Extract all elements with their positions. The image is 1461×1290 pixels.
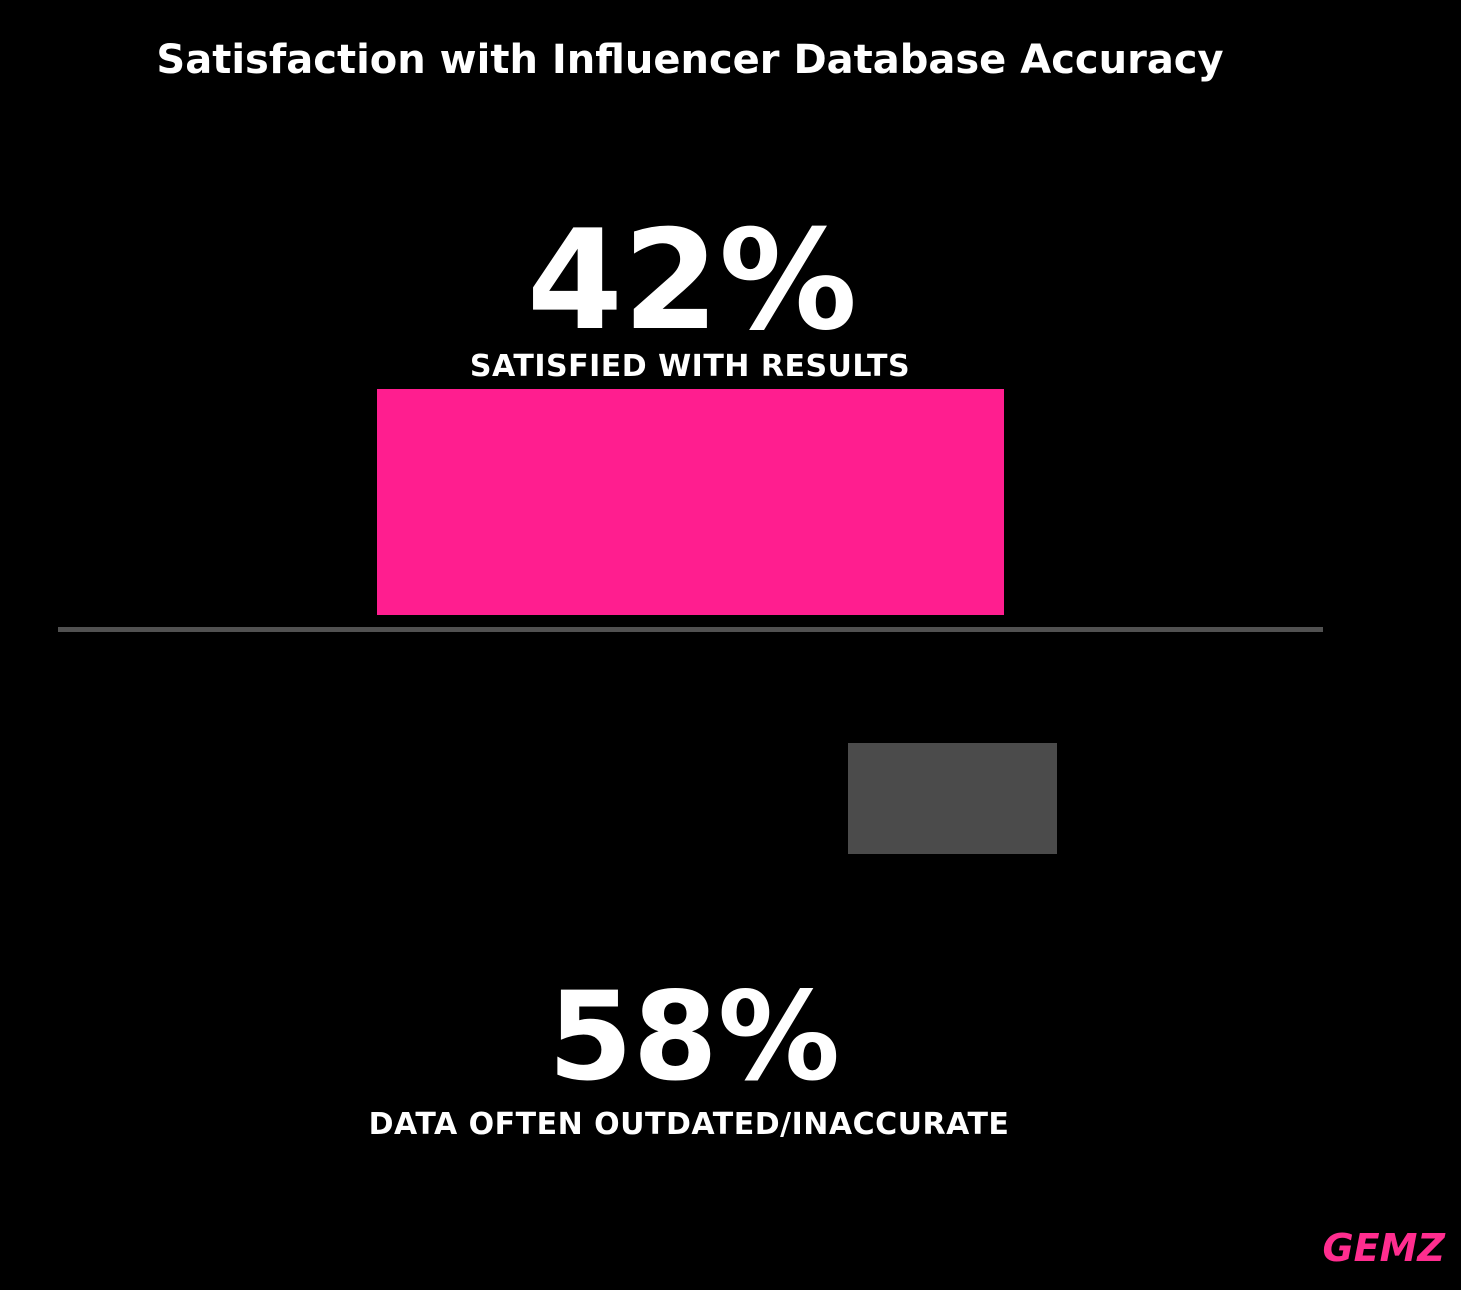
chart-title: Satisfaction with Influencer Database Ac… — [156, 37, 1224, 83]
stat-label-satisfied: SATISFIED WITH RESULTS — [469, 349, 911, 384]
unsatisfied-bar — [848, 743, 1057, 854]
stat-value-unsatisfied: 58% — [547, 966, 841, 1108]
brand-logo: GEMZ — [1322, 1226, 1445, 1270]
stat-label-unsatisfied: DATA OFTEN OUTDATED/INACCURATE — [368, 1107, 1010, 1142]
satisfied-bar — [377, 389, 1004, 615]
stat-value-satisfied: 42% — [526, 200, 858, 361]
divider-line — [58, 627, 1323, 632]
